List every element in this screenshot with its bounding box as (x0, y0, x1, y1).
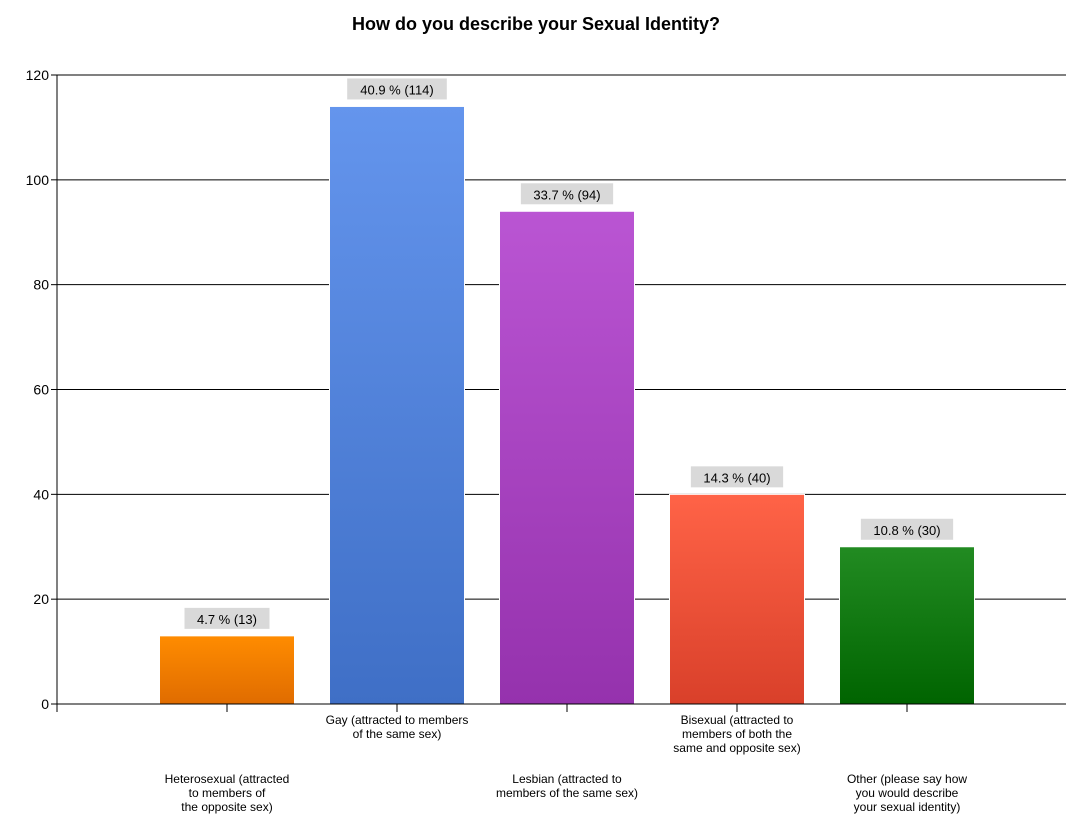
bar (159, 635, 295, 705)
x-category-label: Lesbian (attracted to members of the same… (496, 772, 638, 800)
bar (499, 210, 635, 705)
x-category-label: Heterosexual (attracted to members of the … (165, 772, 290, 814)
data-label-background (520, 183, 614, 205)
bar (329, 105, 465, 705)
data-label: 10.8 % (30) (873, 523, 940, 538)
bar (669, 493, 805, 705)
y-tick-label: 120 (26, 67, 50, 83)
data-label: 14.3 % (40) (703, 470, 770, 485)
x-category-label: Other (please say how you would describe y… (847, 772, 967, 814)
chart-title: How do you describe your Sexual Identity… (352, 14, 720, 34)
y-tick-label: 80 (33, 277, 49, 293)
data-label-background (347, 78, 447, 100)
data-label: 40.9 % (114) (360, 82, 433, 97)
data-labels: 4.7 % (13) 40.9 % (114) 33.7 % (94) 14.3 % … (184, 78, 954, 629)
data-label-background (860, 518, 954, 540)
y-tick-label: 100 (26, 172, 50, 188)
data-label: 33.7 % (94) (533, 187, 600, 202)
data-label: 4.7 % (13) (197, 612, 257, 627)
y-axis-ticks: 0 20 40 60 80 100 120 (26, 67, 57, 712)
y-tick-label: 40 (33, 486, 49, 502)
x-category-label: Bisexual (attracted to members of both th… (673, 713, 800, 755)
data-label-background (690, 466, 784, 488)
y-tick-label: 20 (33, 591, 49, 607)
y-tick-label: 0 (41, 696, 49, 712)
data-label-background (184, 607, 270, 629)
bar (839, 546, 975, 705)
y-tick-label: 60 (33, 382, 49, 398)
x-category-label: Gay (attracted to members of the same sex… (326, 713, 469, 741)
x-axis-categories: Heterosexual (attracted to members of the … (165, 713, 968, 814)
bars (159, 105, 975, 705)
